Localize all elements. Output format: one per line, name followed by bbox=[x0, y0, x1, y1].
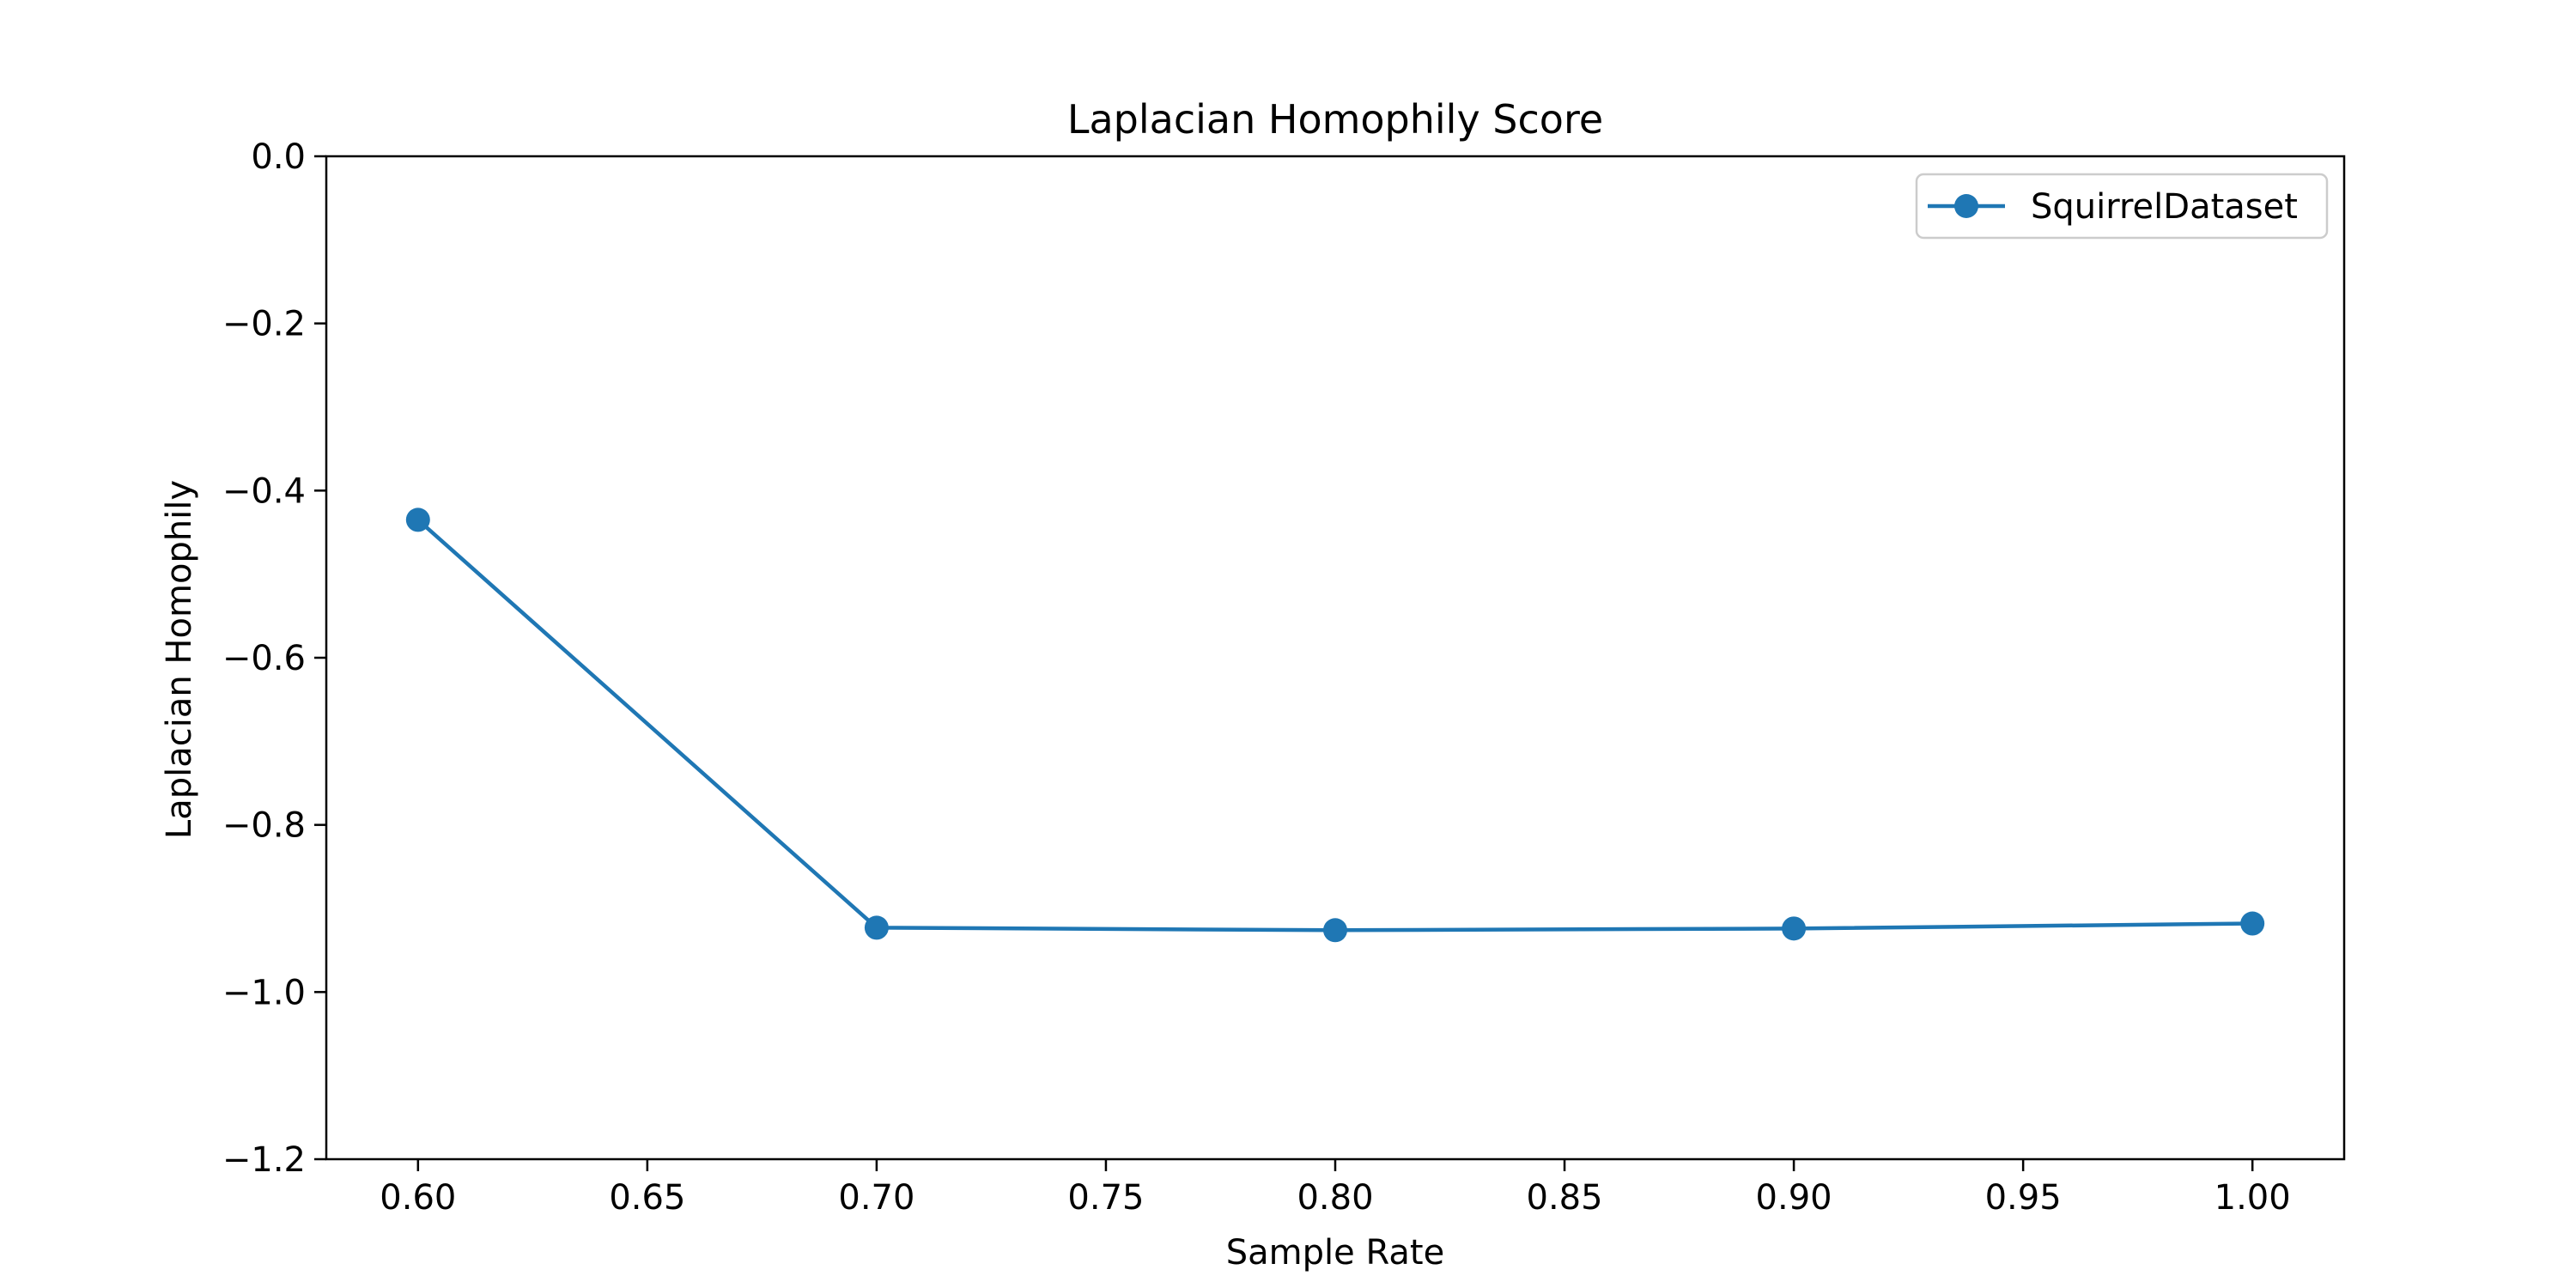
y-tick-label: 0.0 bbox=[251, 137, 306, 177]
x-tick-label: 0.70 bbox=[838, 1178, 914, 1218]
y-axis-label: Laplacian Homophily bbox=[160, 480, 199, 839]
x-tick-label: 0.60 bbox=[380, 1178, 456, 1218]
series-layer bbox=[405, 507, 2265, 943]
data-point bbox=[1782, 916, 1807, 941]
legend-marker bbox=[1954, 194, 1978, 218]
chart-title: Laplacian Homophily Score bbox=[1067, 96, 1603, 143]
x-tick-label: 0.80 bbox=[1297, 1178, 1373, 1218]
data-point bbox=[1323, 918, 1347, 943]
legend-entry-squirreldataset: SquirrelDataset bbox=[2031, 187, 2298, 227]
x-axis-ticks: 0.60 0.65 0.70 0.75 0.80 0.85 0.90 0.95 1.00 bbox=[380, 1159, 2291, 1218]
y-tick-label: −1.2 bbox=[222, 1140, 306, 1180]
y-tick-label: −0.6 bbox=[222, 639, 306, 678]
y-tick-label: −1.0 bbox=[222, 973, 306, 1012]
x-tick-label: 1.00 bbox=[2215, 1178, 2291, 1218]
x-tick-label: 0.95 bbox=[1985, 1178, 2062, 1218]
x-tick-label: 0.85 bbox=[1527, 1178, 1603, 1218]
data-point bbox=[2240, 911, 2265, 936]
y-tick-label: −0.8 bbox=[222, 806, 306, 846]
legend: SquirrelDataset bbox=[1915, 173, 2329, 240]
y-tick-label: −0.4 bbox=[222, 471, 306, 511]
x-axis-label: Sample Rate bbox=[1226, 1233, 1444, 1273]
plot-frame bbox=[325, 155, 2346, 1161]
x-tick-label: 0.90 bbox=[1756, 1178, 1832, 1218]
x-tick-label: 0.65 bbox=[609, 1178, 685, 1218]
y-axis-ticks: 0.0 −0.2 −0.4 −0.6 −0.8 −1.0 −1.2 bbox=[222, 137, 326, 1180]
x-tick-label: 0.75 bbox=[1067, 1178, 1144, 1218]
series-line bbox=[416, 518, 2253, 933]
y-tick-label: −0.2 bbox=[222, 305, 306, 344]
legend-box bbox=[1915, 173, 2329, 240]
data-point bbox=[405, 507, 430, 532]
data-point bbox=[864, 915, 889, 940]
